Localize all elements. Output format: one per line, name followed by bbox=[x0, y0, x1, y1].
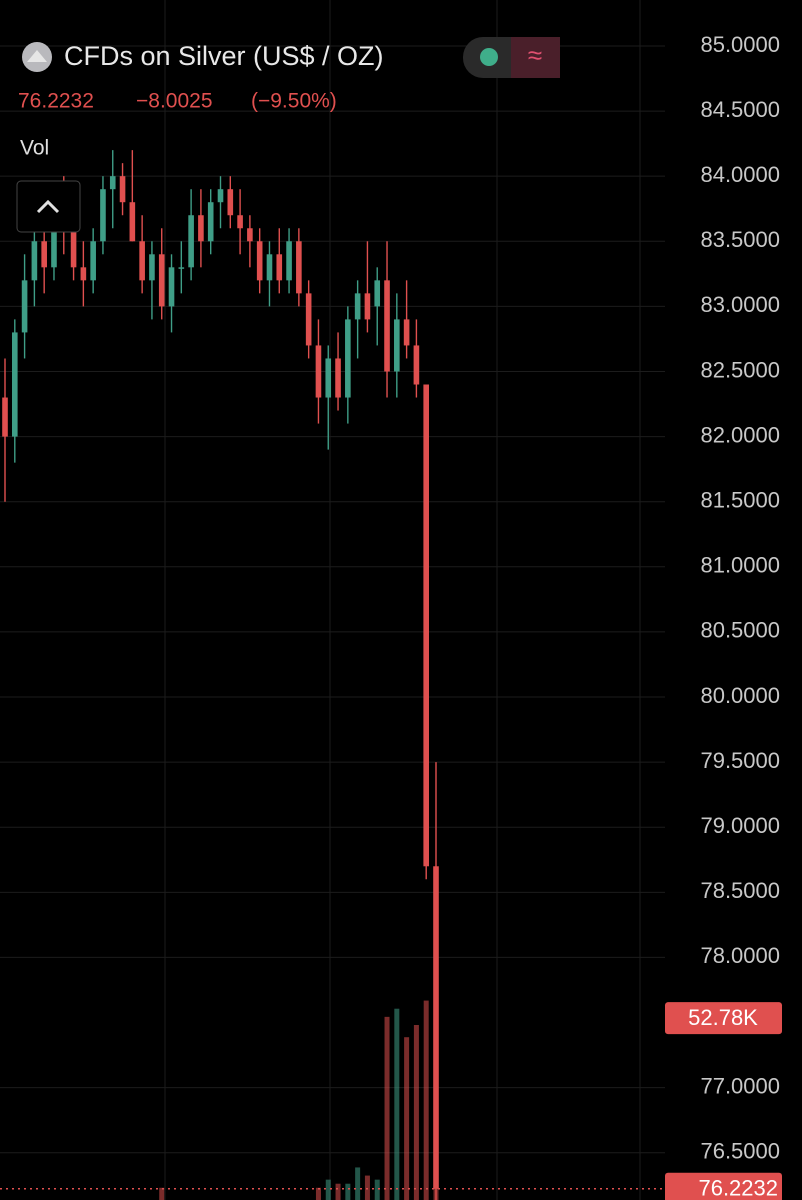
header: CFDs on Silver (US$ / OZ) ≈ 76.2232 −8.0… bbox=[16, 37, 560, 233]
volume-bar bbox=[159, 1187, 165, 1200]
y-tick-label: 83.5000 bbox=[700, 227, 780, 252]
candle-body bbox=[31, 241, 38, 281]
candle-body bbox=[129, 202, 136, 242]
chart-title: CFDs on Silver (US$ / OZ) bbox=[64, 41, 384, 71]
status-wave: ≈ bbox=[528, 40, 542, 70]
status-dot bbox=[480, 48, 498, 66]
candle-body bbox=[237, 215, 243, 229]
y-tick-label: 76.5000 bbox=[700, 1139, 780, 1164]
y-tick-label: 79.5000 bbox=[700, 748, 780, 773]
candle-body bbox=[109, 176, 116, 190]
candle-body bbox=[354, 293, 361, 320]
plot bbox=[0, 150, 665, 1200]
symbol-icon-mark bbox=[27, 50, 47, 62]
y-tick-label: 80.0000 bbox=[700, 683, 780, 708]
grid bbox=[0, 0, 665, 1200]
candle-body bbox=[256, 241, 263, 281]
candle-body bbox=[11, 332, 18, 437]
candle-body bbox=[247, 228, 253, 242]
candle-body bbox=[198, 215, 204, 242]
candle-body bbox=[335, 358, 341, 398]
volume-bar bbox=[355, 1167, 361, 1200]
candle-body bbox=[139, 241, 145, 281]
y-tick-label: 85.0000 bbox=[700, 32, 780, 57]
volume-bar bbox=[423, 1000, 429, 1200]
volume-bar bbox=[325, 1179, 331, 1200]
y-tick-label: 83.0000 bbox=[700, 292, 780, 317]
candle-body bbox=[178, 267, 185, 269]
volume-label: 52.78K bbox=[688, 1005, 758, 1030]
y-tick-label: 78.5000 bbox=[700, 878, 780, 903]
candle-body bbox=[21, 280, 28, 333]
candle-body bbox=[188, 215, 194, 268]
candle-body bbox=[433, 866, 439, 1189]
volume-bar bbox=[394, 1008, 400, 1200]
volume-bar bbox=[384, 1016, 390, 1200]
collapse-icon bbox=[36, 199, 60, 214]
y-tick-label: 79.0000 bbox=[700, 813, 780, 838]
volume-bar bbox=[413, 1024, 419, 1200]
y-tick-label: 80.5000 bbox=[700, 618, 780, 643]
y-tick-label: 77.0000 bbox=[700, 1073, 780, 1098]
candle-body bbox=[305, 293, 312, 346]
y-tick-label: 84.5000 bbox=[700, 97, 780, 122]
volume-bar bbox=[404, 1037, 410, 1200]
candle-body bbox=[119, 176, 126, 203]
collapse-button[interactable] bbox=[16, 180, 81, 233]
candle-body bbox=[41, 241, 47, 268]
candle-body bbox=[207, 202, 214, 242]
candle-body bbox=[413, 345, 420, 385]
price-label: 76.2232 bbox=[698, 1176, 778, 1200]
candle-body bbox=[345, 319, 351, 398]
y-tick-label: 84.0000 bbox=[700, 162, 780, 187]
candle-body bbox=[158, 254, 165, 307]
candle-body bbox=[374, 280, 381, 307]
y-axis: 85.0000 84.5000 84.0000 83.5000 83.0000 82.50… bbox=[665, 32, 782, 1200]
candle-body bbox=[227, 189, 234, 216]
candle-body bbox=[296, 241, 302, 294]
candle-body bbox=[100, 189, 106, 242]
volume-bar bbox=[364, 1175, 370, 1200]
candle-body bbox=[168, 267, 175, 307]
y-tick-label: 81.0000 bbox=[700, 553, 780, 578]
candle-body bbox=[286, 241, 292, 281]
status-wave-bg bbox=[511, 37, 560, 78]
volume-bar bbox=[335, 1183, 341, 1200]
candle-body bbox=[325, 358, 332, 398]
price-change: −8.0025 bbox=[136, 90, 213, 113]
candle-body bbox=[266, 254, 273, 281]
candle-body bbox=[90, 241, 96, 281]
y-tick-label: 82.5000 bbox=[700, 357, 780, 382]
candle-body bbox=[384, 280, 390, 372]
volume-bar bbox=[374, 1179, 380, 1200]
candle-body bbox=[217, 189, 224, 203]
candle-body bbox=[423, 384, 430, 867]
volume-bar bbox=[315, 1187, 321, 1200]
candle-body bbox=[80, 267, 87, 281]
candle-body bbox=[394, 319, 400, 372]
candle-body bbox=[276, 254, 283, 281]
candle-body bbox=[315, 345, 322, 398]
y-tick-label: 82.0000 bbox=[700, 422, 780, 447]
candle-body bbox=[149, 254, 155, 281]
price-change-pct: (−9.50%) bbox=[251, 90, 337, 113]
volume-bar bbox=[345, 1183, 351, 1200]
y-tick-label: 78.0000 bbox=[700, 943, 780, 968]
candle-body bbox=[51, 202, 57, 268]
last-price: 76.2232 bbox=[18, 90, 94, 113]
candle-body bbox=[364, 293, 371, 320]
volume-title: Vol bbox=[20, 137, 49, 160]
y-tick-label: 81.5000 bbox=[700, 488, 780, 513]
candle-body bbox=[2, 397, 8, 437]
volume-label-bg bbox=[665, 1002, 782, 1035]
price-label-bg bbox=[665, 1172, 782, 1200]
candle-body bbox=[70, 228, 77, 268]
candle-body bbox=[403, 319, 410, 346]
